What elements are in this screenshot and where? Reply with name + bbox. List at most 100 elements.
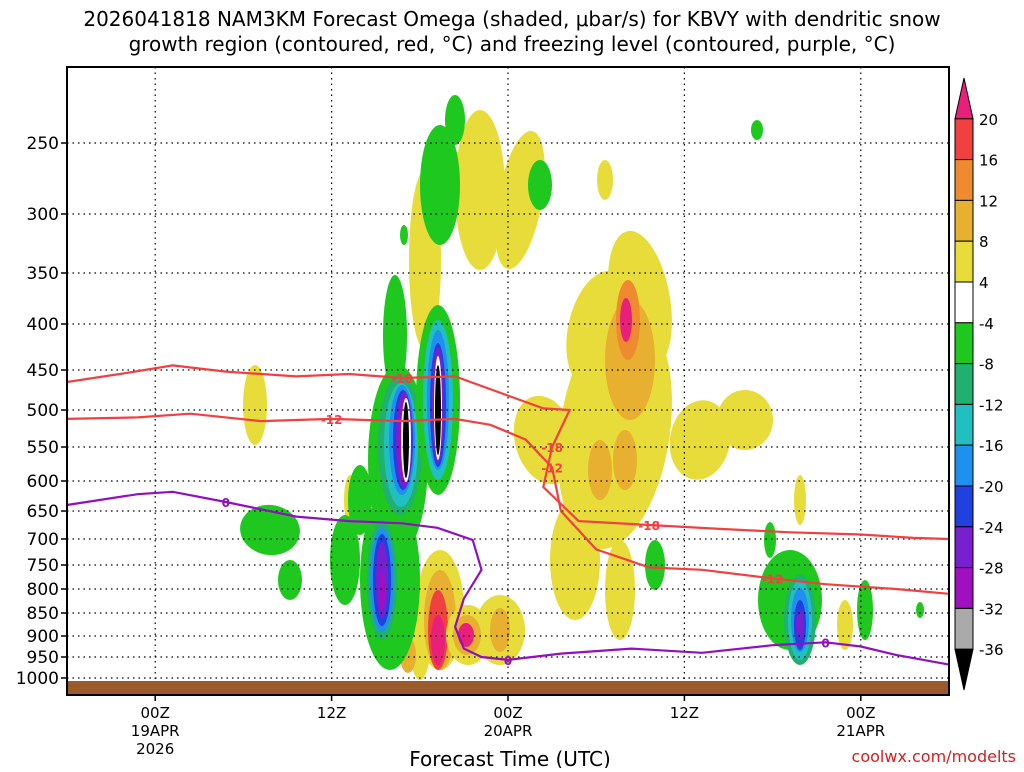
colorbar-label: -28: [979, 560, 1004, 578]
omega-shade: [513, 395, 577, 485]
isotherm-label: -12: [541, 461, 563, 475]
plot-area: [240, 95, 924, 680]
omega-shade: [420, 125, 460, 245]
isotherm-series: -18 -18 -18 -12 -12 -12 0 0 0: [66, 364, 950, 668]
y-tick-label: 650: [27, 502, 59, 522]
colorbar-swatch: [954, 444, 974, 487]
omega-shade: [400, 225, 408, 245]
x-tick-date: 19APR: [131, 722, 180, 740]
y-tick-label: 750: [27, 556, 59, 576]
omega-shade: [550, 500, 600, 620]
isotherm-label: 0: [821, 636, 829, 650]
x-tick-label: 00Z: [846, 704, 875, 722]
isotherm-label: -12: [762, 572, 784, 586]
colorbar-swatch: [954, 567, 974, 609]
omega-shade: [379, 570, 385, 610]
isotherm-line: [66, 364, 950, 541]
y-tick-label: 950: [27, 648, 59, 668]
watermark-link[interactable]: coolwx.com/modelts: [852, 747, 1016, 766]
y-tick-label: 300: [27, 205, 59, 225]
chart-title-line2: growth region (contoured, red, °C) and f…: [129, 32, 896, 56]
colorbar-cap-top: [954, 77, 974, 120]
colorbar-swatch: [954, 159, 974, 201]
y-tick-label: 500: [27, 401, 59, 421]
colorbar-label: 16: [979, 152, 998, 170]
colorbar-label: -16: [979, 437, 1004, 455]
colorbar-label: -4: [979, 315, 994, 333]
y-tick-label: 900: [27, 627, 59, 647]
omega-shade: [597, 160, 613, 200]
omega-shade: [240, 504, 300, 556]
colorbar-label: 8: [979, 233, 989, 251]
omega-shade: [431, 615, 445, 665]
colorbar-label: 4: [979, 274, 989, 292]
x-tick-label: 12Z: [670, 704, 699, 722]
colorbar-label: -32: [979, 600, 1004, 618]
isotherm-label: -18: [541, 441, 563, 455]
grid-lines: [67, 67, 949, 695]
omega-shade: [613, 430, 637, 490]
colorbar-label: -36: [979, 641, 1004, 659]
colorbar-label: 12: [979, 192, 998, 210]
x-tick-date: 21APR: [836, 722, 885, 740]
omega-shade: [348, 465, 372, 535]
omega-shade: [528, 160, 552, 210]
terrain-strip: [67, 681, 949, 695]
isotherm-label: 0: [504, 654, 512, 668]
colorbar-label: -20: [979, 478, 1004, 496]
omega-shade: [620, 298, 632, 342]
omega-shade: [794, 475, 806, 525]
omega-shade: [458, 623, 474, 647]
omega-shade: [764, 522, 776, 558]
colorbar: 20 16 12 8 4 -4 -8 -12 -16 -20 -24 -28 -32 -36: [954, 77, 1004, 691]
colorbar-swatch: [954, 526, 974, 569]
y-tick-label: 250: [27, 134, 59, 154]
x-tick-label: 00Z: [141, 704, 170, 722]
omega-shade: [916, 602, 924, 618]
y-tick-label: 450: [27, 361, 59, 381]
y-tick-label: 600: [27, 472, 59, 492]
colorbar-swatch: [954, 322, 974, 365]
y-tick-label: 550: [27, 438, 59, 458]
chart-title-line1: 2026041818 NAM3KM Forecast Omega (shaded…: [83, 7, 940, 31]
colorbar-label: 20: [979, 111, 998, 129]
x-tick-date: 20APR: [484, 722, 533, 740]
isotherm-line: [66, 490, 950, 666]
y-axis: 250 300 350 400 450 500 550 600 650 700 750 800 850 9…: [16, 134, 67, 689]
colorbar-label: -12: [979, 396, 1004, 414]
colorbar-label: -24: [979, 519, 1004, 537]
isotherm-label: -18: [638, 519, 660, 533]
omega-shade: [495, 130, 545, 270]
omega-shade: [435, 365, 441, 455]
y-tick-label: 700: [27, 530, 59, 550]
colorbar-swatch: [954, 199, 974, 242]
colorbar-swatch: [954, 485, 974, 528]
colorbar-swatch: [954, 607, 974, 650]
isotherm-line: [66, 412, 950, 595]
colorbar-swatch: [954, 403, 974, 446]
omega-shade: [588, 440, 612, 500]
y-tick-label: 850: [27, 604, 59, 624]
x-tick-year: 2026: [136, 740, 174, 758]
y-tick-label: 350: [27, 264, 59, 284]
isotherm-label: -18: [391, 372, 413, 386]
omega-shade: [490, 608, 510, 652]
colorbar-cap-bottom: [954, 648, 974, 691]
omega-shade: [330, 515, 360, 605]
omega-shade: [383, 275, 407, 395]
colorbar-label: -8: [979, 356, 994, 374]
omega-shade: [751, 120, 763, 140]
isotherm-label: -12: [321, 413, 343, 427]
omega-shade: [837, 600, 853, 650]
omega-shade: [403, 402, 409, 478]
omega-shade: [445, 95, 465, 145]
colorbar-swatch: [954, 281, 974, 324]
omega-shade: [717, 390, 773, 450]
x-tick-label: 00Z: [493, 704, 522, 722]
omega-shade: [645, 540, 665, 590]
y-tick-label: 1000: [16, 669, 59, 689]
omega-shade: [243, 365, 267, 445]
y-tick-label: 800: [27, 580, 59, 600]
omega-shade: [278, 560, 302, 600]
